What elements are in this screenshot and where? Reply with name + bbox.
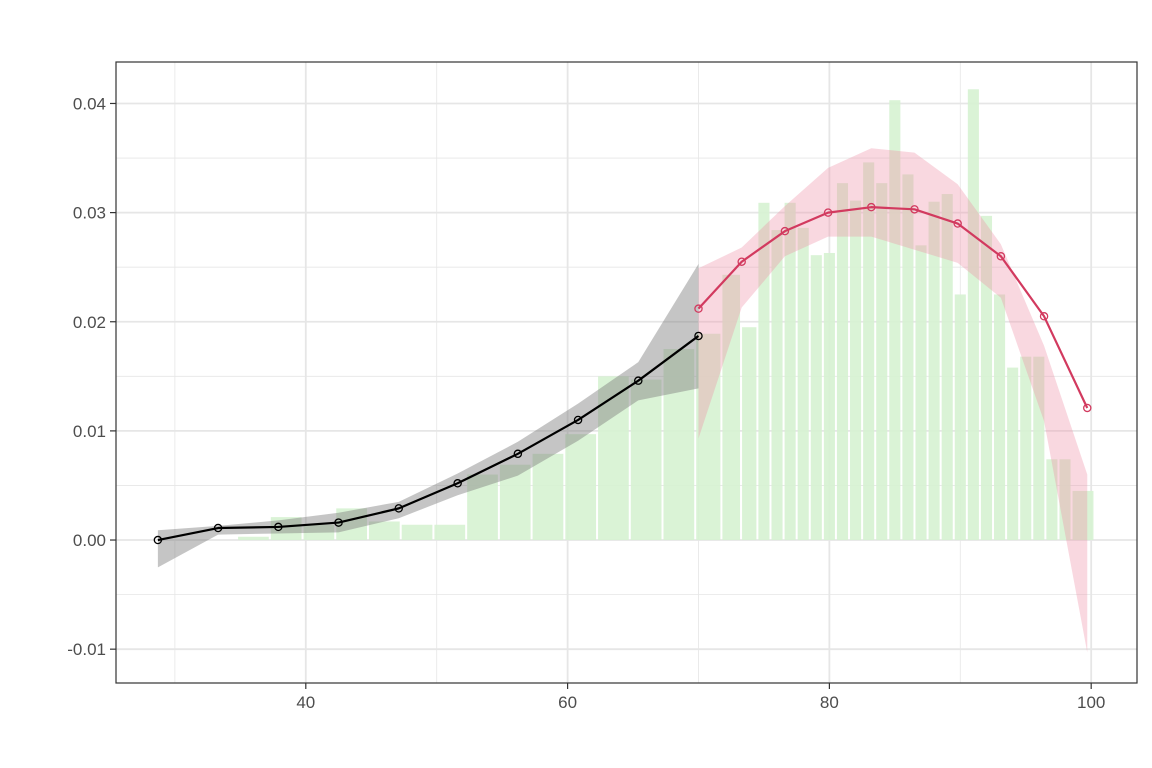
histogram-bar — [889, 100, 901, 541]
series-point-1 — [694, 331, 703, 341]
histogram-bar — [565, 434, 597, 541]
series-line-1 — [157, 335, 700, 542]
confidence-band-series-1 — [157, 263, 699, 568]
y-axis-tick-label: 0.04 — [73, 94, 106, 113]
histogram-bar — [467, 474, 498, 541]
series-point-1 — [274, 522, 283, 532]
histogram-bar — [238, 536, 269, 541]
histogram-bar — [928, 201, 940, 541]
histogram-bar — [1033, 356, 1045, 541]
histogram-bar — [863, 162, 875, 541]
series-point-1 — [573, 415, 583, 425]
histogram-bar — [836, 183, 849, 541]
series-point-1 — [513, 449, 523, 459]
series-point-2 — [910, 205, 919, 214]
series-point-2 — [737, 257, 746, 266]
histogram-bar — [915, 245, 927, 541]
histogram-bar — [1072, 490, 1094, 541]
histogram-bar — [823, 252, 835, 541]
histogram-bar — [850, 200, 862, 541]
histogram-bar — [499, 464, 531, 541]
histogram-bar — [696, 333, 721, 541]
histogram-bar — [1046, 459, 1058, 541]
series-point-1 — [634, 376, 643, 385]
histogram-bar — [980, 215, 993, 541]
histogram-bar — [1007, 367, 1019, 541]
series-point-2 — [953, 219, 962, 228]
series-point-1 — [394, 504, 403, 513]
series-point-1 — [453, 479, 462, 488]
series-point-2 — [1039, 312, 1049, 321]
histogram-bar — [758, 202, 770, 541]
series-point-1 — [334, 518, 343, 527]
histogram-bar — [941, 194, 953, 541]
histogram-bar — [663, 349, 695, 541]
y-axis-tick-label: 0.01 — [73, 422, 106, 441]
y-axis-tick-label: 0.02 — [73, 313, 106, 332]
x-axis-tick-label: 100 — [1077, 693, 1105, 712]
histogram-bar — [784, 202, 796, 541]
histogram-bar — [742, 327, 757, 541]
series-line-2 — [697, 206, 1089, 409]
histogram-bar — [532, 453, 564, 541]
histogram-bar — [401, 524, 433, 541]
y-axis-tick-label: 0.00 — [73, 531, 106, 550]
histogram-bar — [797, 227, 809, 541]
histogram-bar — [630, 379, 662, 541]
histogram-bar — [722, 274, 741, 541]
plot-panel-background — [116, 62, 1137, 683]
y-axis-tick-label: 0.03 — [73, 204, 106, 223]
axes: 40 60 80 100 -0.01 0.00 0.01 0.02 0.03 0.04 — [67, 94, 1105, 712]
histogram-bar — [434, 524, 466, 541]
series-point-1 — [213, 523, 223, 533]
series-point-2 — [1083, 403, 1092, 413]
series-point-2 — [694, 304, 703, 313]
histogram-bar — [303, 524, 335, 541]
series-point-2 — [867, 202, 876, 212]
confidence-bands — [157, 148, 1088, 653]
confidence-band-series-2 — [698, 148, 1088, 653]
series-points — [153, 202, 1092, 545]
series-point-1 — [153, 535, 163, 545]
histogram-bar — [368, 521, 400, 541]
x-axis-tick-label: 80 — [820, 693, 839, 712]
y-axis-tick-label: -0.01 — [67, 640, 106, 659]
x-axis-tick-label: 40 — [296, 693, 315, 712]
plot-panel-border — [115, 61, 1138, 684]
histogram-bar — [1059, 459, 1071, 541]
histogram-bar — [1020, 356, 1032, 541]
series-point-2 — [996, 252, 1006, 261]
histogram-bar — [967, 89, 979, 541]
histogram-bar — [994, 294, 1006, 541]
histogram-bar — [902, 174, 914, 541]
series-point-2 — [823, 208, 833, 217]
series-point-2 — [780, 226, 790, 236]
histogram-bar — [810, 255, 822, 541]
series-lines — [157, 206, 1089, 542]
histogram-bar — [954, 294, 966, 541]
histogram-bar — [771, 230, 783, 541]
histogram-bar — [876, 183, 888, 541]
x-axis-tick-label: 60 — [558, 693, 577, 712]
